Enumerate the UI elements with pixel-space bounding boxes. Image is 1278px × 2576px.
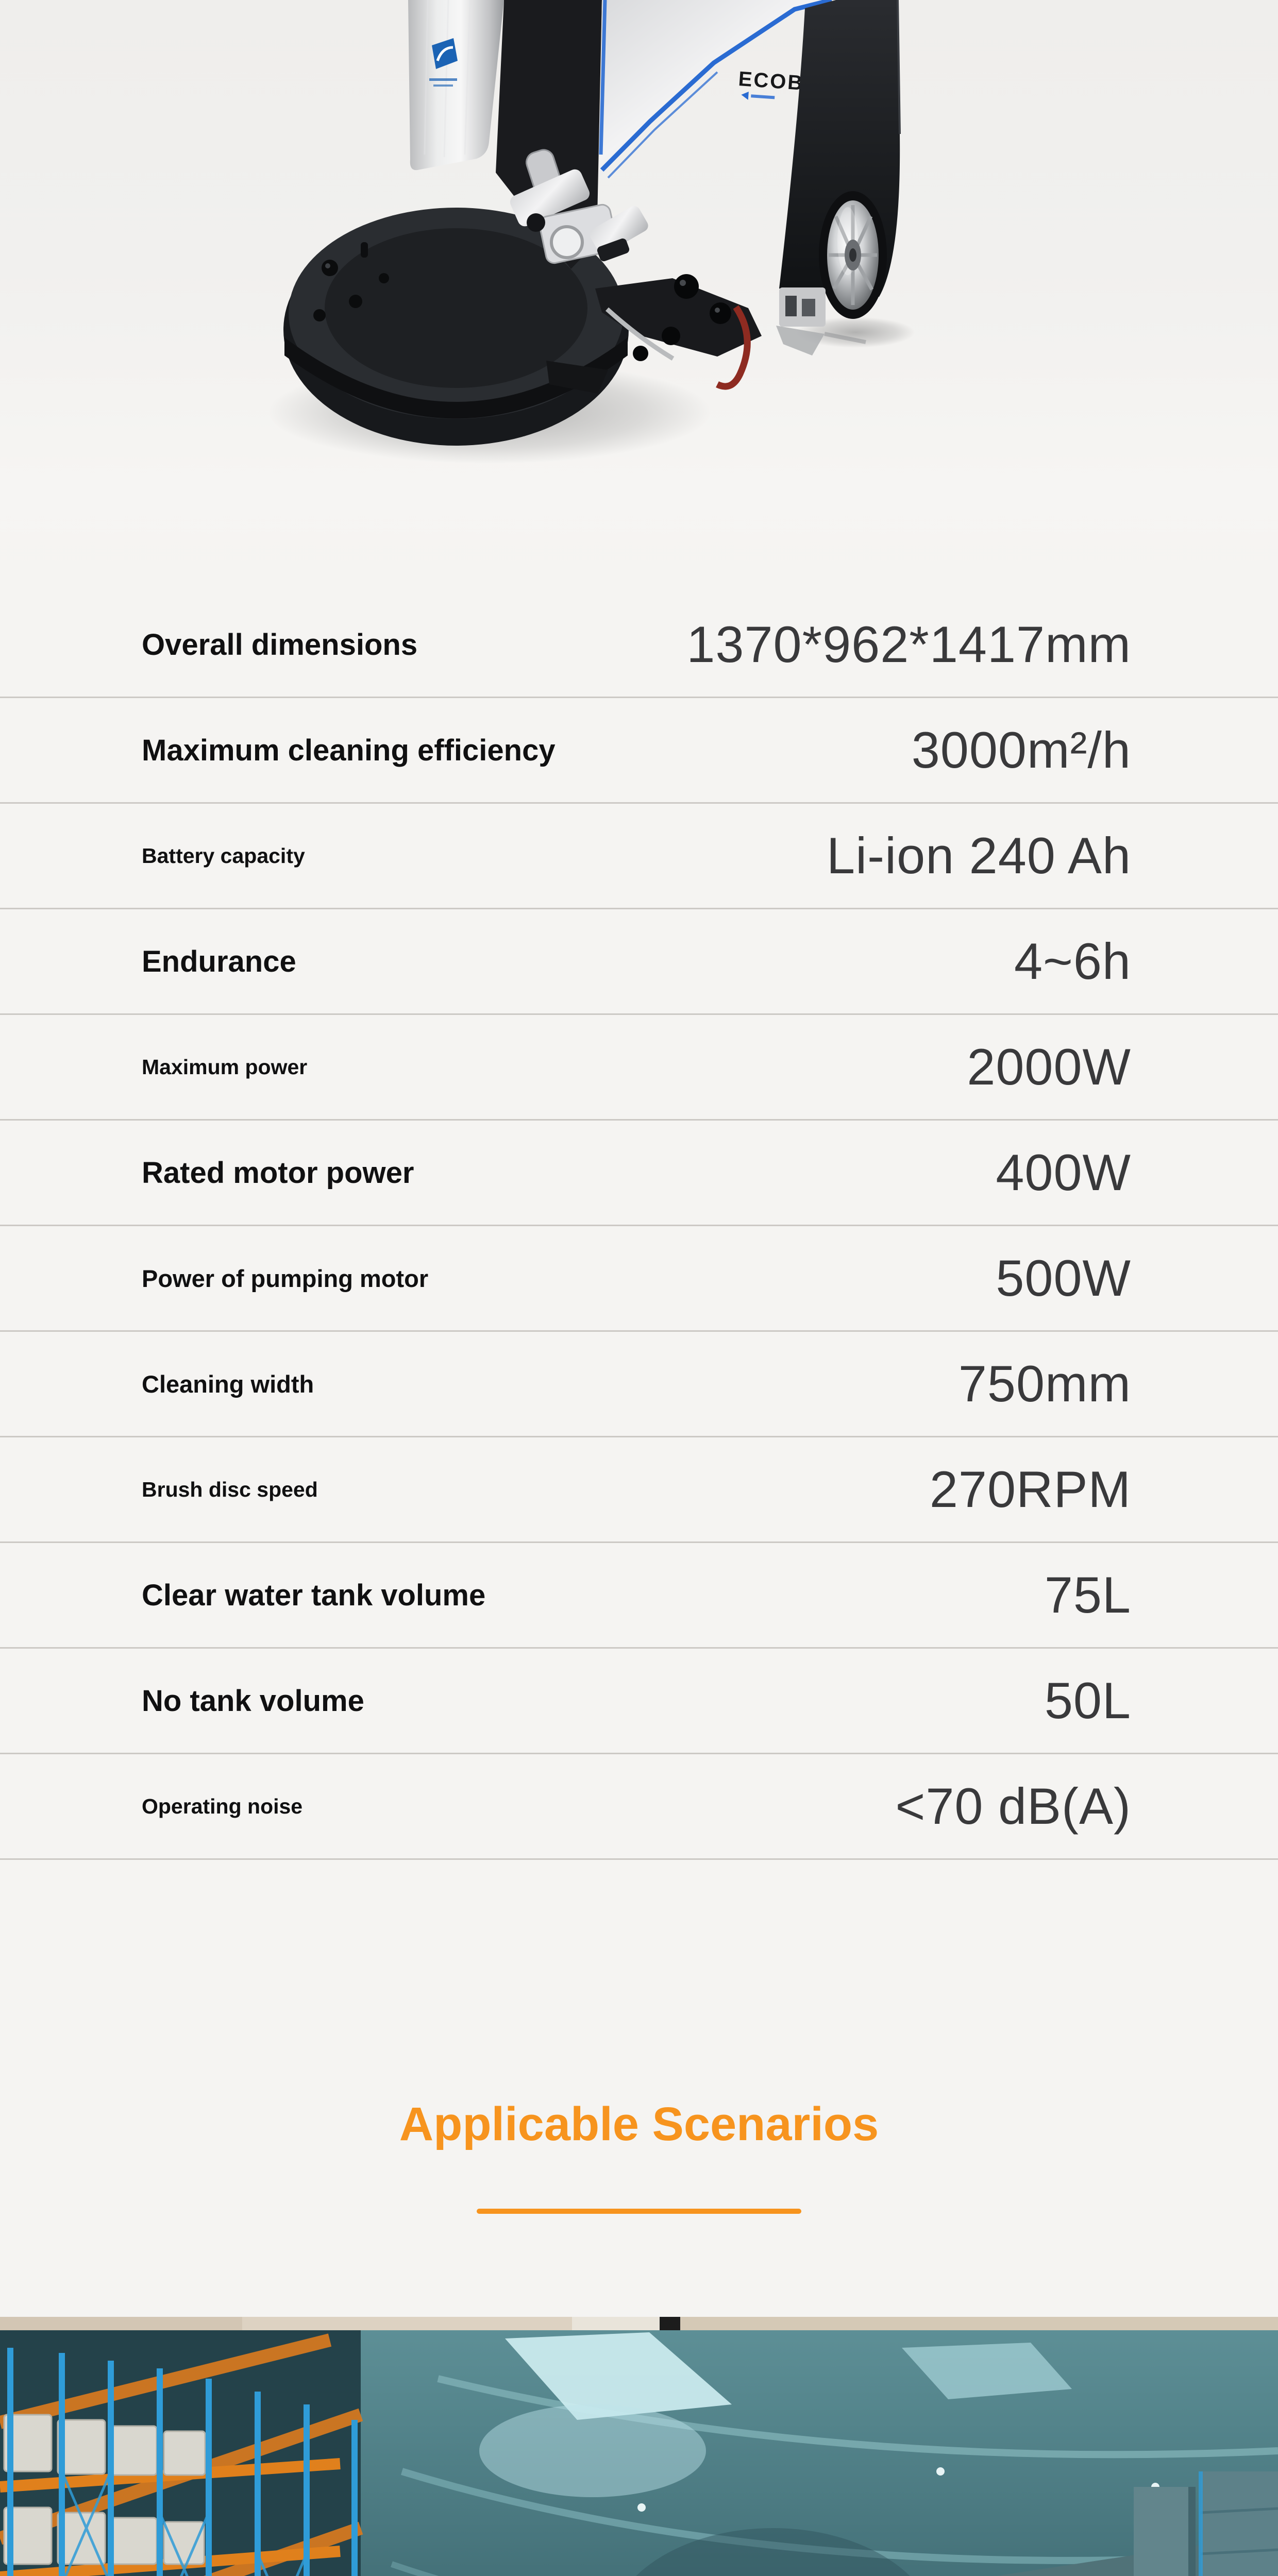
- section-title: Applicable Scenarios: [399, 2098, 879, 2150]
- spec-value: 75L: [1044, 1566, 1131, 1623]
- spec-row: Rated motor power 400W: [0, 1121, 1278, 1226]
- back-wall: [636, 2471, 1278, 2576]
- spec-value: Li-ion 240 Ah: [827, 827, 1131, 884]
- rear-bracket: [776, 287, 866, 355]
- storage-racks: [0, 2330, 363, 2576]
- spec-label: Overall dimensions: [142, 628, 418, 662]
- red-hose: [716, 305, 751, 390]
- spec-row: Overall dimensions 1370*962*1417mm: [0, 592, 1278, 698]
- scenario-card-logistics: Logistics warehousing: [0, 2317, 1278, 2576]
- spec-label: Rated motor power: [142, 1156, 414, 1190]
- left-silver-panel: [408, 0, 504, 171]
- spec-label: No tank volume: [142, 1684, 364, 1718]
- spec-label: Cleaning width: [142, 1370, 314, 1398]
- warehouse-ceiling: [361, 2330, 1278, 2576]
- applicable-scenarios-section: Applicable Scenarios: [0, 1860, 1278, 2576]
- spec-row: No tank volume 50L: [0, 1649, 1278, 1754]
- spec-row: Power of pumping motor 500W: [0, 1226, 1278, 1332]
- spec-row: Endurance 4~6h: [0, 909, 1278, 1015]
- spec-value: 400W: [996, 1144, 1131, 1201]
- wheel: [819, 191, 887, 319]
- spec-value: 50L: [1044, 1672, 1131, 1729]
- spec-value: 3000m²/h: [911, 721, 1131, 778]
- spec-row: Clear water tank volume 75L: [0, 1543, 1278, 1649]
- spec-row: Cleaning width 750mm: [0, 1332, 1278, 1437]
- gs-logo: [429, 38, 458, 87]
- photo-top-strip: [0, 2317, 1278, 2330]
- ecobot-sub-logo: [741, 91, 775, 100]
- spec-row: Operating noise <70 dB(A): [0, 1754, 1278, 1860]
- spec-value: 500W: [996, 1249, 1131, 1307]
- spec-label: Endurance: [142, 944, 296, 978]
- product-photo-section: ECOBOT: [0, 0, 1278, 592]
- spec-label: Brush disc speed: [142, 1477, 318, 1501]
- spec-value: 1370*962*1417mm: [686, 616, 1131, 673]
- spec-row: Brush disc speed 270RPM: [0, 1437, 1278, 1543]
- spec-value: 750mm: [958, 1355, 1131, 1412]
- warehouse-photo: [0, 2317, 1278, 2576]
- spec-table: Overall dimensions 1370*962*1417mm Maxim…: [0, 592, 1278, 1860]
- spec-row: Maximum cleaning efficiency 3000m²/h: [0, 698, 1278, 804]
- scrubber-base: [283, 208, 629, 446]
- spec-label: Maximum power: [142, 1055, 308, 1079]
- robot-product-image: ECOBOT: [268, 0, 915, 464]
- spec-value: <70 dB(A): [895, 1777, 1131, 1835]
- spec-value: 2000W: [967, 1038, 1131, 1095]
- title-underline: [477, 2209, 801, 2214]
- spec-label: Clear water tank volume: [142, 1578, 486, 1612]
- spec-row: Battery capacity Li-ion 240 Ah: [0, 804, 1278, 909]
- spec-label: Maximum cleaning efficiency: [142, 733, 556, 767]
- spec-value: 4~6h: [1014, 933, 1131, 990]
- squeegee-assembly: [546, 274, 762, 394]
- spec-row: Maximum power 2000W: [0, 1015, 1278, 1121]
- spec-label: Operating noise: [142, 1794, 303, 1818]
- spec-label: Battery capacity: [142, 843, 305, 868]
- spec-value: 270RPM: [929, 1461, 1131, 1518]
- chrome-mechanism: [510, 149, 648, 264]
- spec-label: Power of pumping motor: [142, 1264, 429, 1292]
